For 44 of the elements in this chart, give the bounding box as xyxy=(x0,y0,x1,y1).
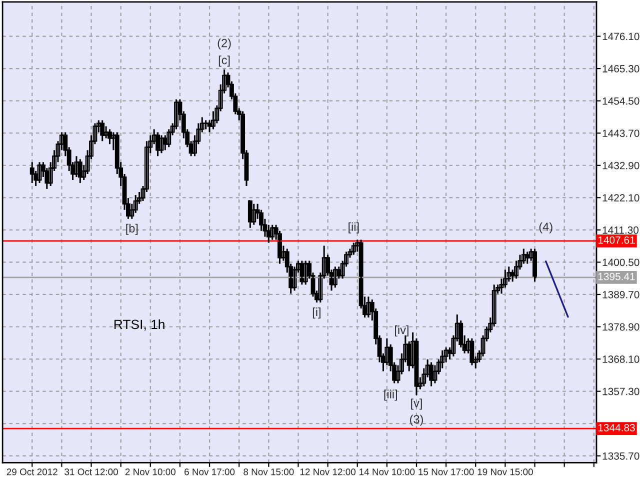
y-tick-label: 1378.90 xyxy=(602,323,640,331)
annotation: (2) xyxy=(218,38,231,50)
annotation: [c] xyxy=(218,56,230,67)
candlestick xyxy=(366,296,371,318)
x-tick-label: 6 Nov 17:00 xyxy=(184,468,235,476)
x-tick-label: 2 Nov 10:00 xyxy=(125,468,176,476)
x-tick-label: 8 Nov 15:00 xyxy=(244,468,294,476)
candlestick xyxy=(37,161,42,184)
x-tick-label: 31 Oct 12:00 xyxy=(64,468,118,476)
annotation: [v] xyxy=(411,398,422,410)
ref-line-label: 1344.83 xyxy=(598,424,635,432)
annotation: [iv] xyxy=(395,325,408,336)
y-tick-label: 1368.10 xyxy=(602,356,640,363)
annotation: (4) xyxy=(539,222,552,234)
x-tick-label: 12 Nov 12:00 xyxy=(300,468,356,476)
annotation: [ii] xyxy=(348,222,359,234)
y-tick-label: 1400.50 xyxy=(602,258,640,266)
ref-line-label: 1395.41 xyxy=(598,272,635,280)
x-tick-label: 29 Oct 2012 xyxy=(6,468,58,476)
x-tick-label: 19 Nov 15:00 xyxy=(478,468,533,476)
candlestick xyxy=(303,260,308,286)
y-tick-label: 1454.50 xyxy=(602,97,640,105)
ref-line-label: 1407.61 xyxy=(598,236,635,244)
y-tick-label: 1389.70 xyxy=(602,290,640,298)
candlestick xyxy=(270,224,275,241)
y-tick-label: 1422.10 xyxy=(602,194,640,202)
y-tick-label: 1357.30 xyxy=(602,388,640,396)
x-tick-label: 14 Nov 10:00 xyxy=(360,468,415,476)
y-tick-label: 1432.90 xyxy=(602,162,640,170)
annotation: (3) xyxy=(410,414,423,426)
candlestick xyxy=(332,266,338,288)
annotation: [iii] xyxy=(384,390,397,401)
candlestick xyxy=(159,134,164,154)
annotation: RTSI, 1h xyxy=(114,319,164,331)
y-tick-label: 1335.70 xyxy=(602,452,640,460)
y-tick-label: 1465.30 xyxy=(602,65,640,72)
y-tick-label: 1443.70 xyxy=(602,130,640,137)
candlestick xyxy=(252,203,256,226)
y-tick-label: 1476.10 xyxy=(602,32,640,40)
annotation: [i] xyxy=(312,308,320,319)
annotation: [b] xyxy=(126,224,138,235)
y-tick-label: 1411.30 xyxy=(602,226,639,234)
candlestick xyxy=(351,242,356,256)
x-tick-label: 15 Nov 17:00 xyxy=(418,468,474,476)
